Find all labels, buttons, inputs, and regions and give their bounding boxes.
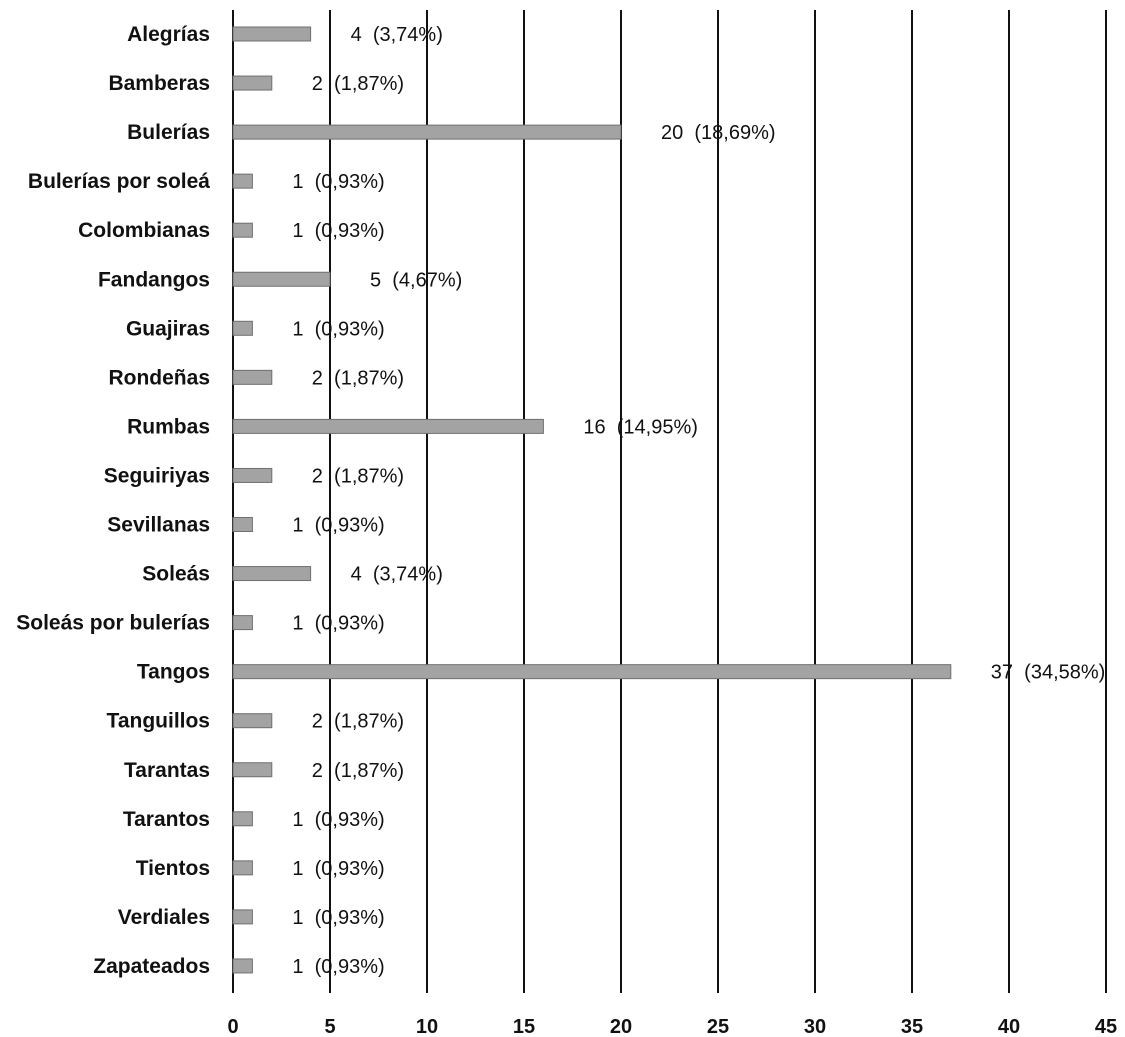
bar [232,271,331,287]
bar [232,75,273,91]
data-label: 4 (3,74%) [351,564,443,586]
bar [232,958,253,974]
x-tick-label: 30 [804,1016,826,1037]
category-label: Fandangos [98,268,210,291]
data-label: 37 (34,58%) [991,662,1106,684]
category-label: Guajiras [126,317,210,340]
category-label: Bulerías [127,121,210,144]
bar [232,566,312,582]
data-label: 1 (0,93%) [292,171,384,193]
x-tick-label: 40 [998,1016,1020,1037]
category-label: Tientos [136,857,210,880]
x-tick-label: 10 [416,1016,438,1037]
x-tick-label: 5 [324,1016,335,1037]
x-tick-label: 45 [1095,1016,1117,1037]
category-label: Tanguillos [107,710,210,733]
x-axis-ticks: 0 5 10 15 20 25 30 35 40 45 [227,1016,1117,1037]
x-tick-label: 0 [227,1016,238,1037]
bar [232,222,253,238]
data-label: 2 (1,87%) [312,367,404,389]
bar [232,860,253,876]
category-label: Zapateados [93,955,210,978]
data-label: 4 (3,74%) [351,24,443,46]
gridlines [232,10,1107,993]
bar [232,762,273,778]
x-tick-label: 20 [610,1016,632,1037]
data-label: 2 (1,87%) [312,73,404,95]
data-label: 20 (18,69%) [661,122,776,144]
x-tick-label: 35 [901,1016,923,1037]
bar [232,124,622,140]
bar [232,713,273,729]
data-label: 2 (1,87%) [312,465,404,487]
data-labels: 4 (3,74%) 2 (1,87%) 20 (18,69%) 1 (0,93%) 1 … [292,24,1105,978]
bar [232,811,253,827]
data-label: 5 (4,67%) [370,269,462,291]
data-label: 1 (0,93%) [292,318,384,340]
category-label: Alegrías [127,23,210,46]
category-label: Soleás por bulerías [16,612,210,635]
category-label: Rondeñas [108,366,210,389]
bar [232,369,273,385]
bars [232,26,952,974]
category-label: Tarantas [124,759,210,782]
bar [232,418,544,434]
data-label: 1 (0,93%) [292,907,384,929]
category-label: Colombianas [78,219,210,242]
x-tick-label: 25 [707,1016,729,1037]
bar [232,664,952,680]
bar [232,26,312,42]
data-label: 1 (0,93%) [292,956,384,978]
bar [232,320,253,336]
bar [232,517,253,532]
data-label: 16 (14,95%) [583,416,698,438]
data-label: 2 (1,87%) [312,711,404,733]
category-label: Tangos [137,661,210,684]
data-label: 2 (1,87%) [312,760,404,782]
bar [232,173,253,189]
bar [232,467,273,483]
category-labels: Alegrías Bamberas Bulerías Bulerías por sol… [16,23,210,978]
category-label: Rumbas [127,415,210,438]
category-label: Bamberas [108,72,210,95]
data-label: 1 (0,93%) [292,220,384,242]
category-label: Seguiriyas [104,464,210,487]
category-label: Soleás [142,563,210,586]
x-tick-label: 15 [513,1016,535,1037]
category-label: Tarantos [123,808,210,831]
category-label: Sevillanas [107,514,210,537]
data-label: 1 (0,93%) [292,858,384,880]
bar [232,615,253,631]
data-label: 1 (0,93%) [292,613,384,635]
data-label: 1 (0,93%) [292,809,384,831]
bar [232,909,253,925]
data-label: 1 (0,93%) [292,515,384,537]
category-label: Bulerías por soleá [28,170,210,193]
category-label: Verdiales [118,906,210,929]
